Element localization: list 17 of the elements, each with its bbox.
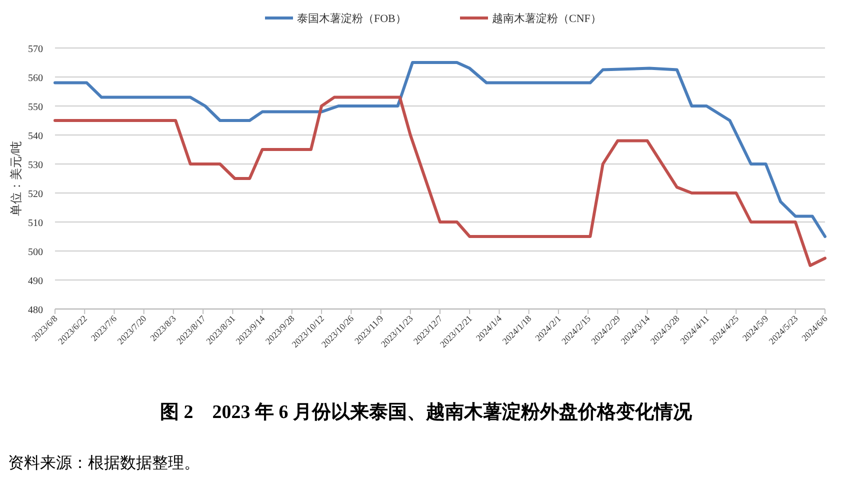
y-tick-label: 480 bbox=[28, 305, 43, 316]
y-tick-label: 520 bbox=[28, 189, 43, 200]
y-tick-label: 550 bbox=[28, 102, 43, 113]
y-tick-label: 540 bbox=[28, 131, 43, 142]
legend-label: 越南木薯淀粉（CNF） bbox=[492, 12, 602, 25]
text: 资料来源：根据数据整理。 bbox=[8, 454, 200, 472]
line-series bbox=[54, 96, 826, 267]
y-tick-label: 570 bbox=[28, 44, 43, 55]
y-axis-title: 单位：美元/吨 bbox=[9, 140, 23, 216]
y-tick-label: 530 bbox=[28, 160, 43, 171]
text: 图 2 2023 年 6 月份以来泰国、越南木薯淀粉外盘价格变化情况 bbox=[160, 401, 693, 423]
y-tick-label: 510 bbox=[28, 218, 43, 229]
y-tick-label: 560 bbox=[28, 73, 43, 84]
line-series bbox=[54, 61, 826, 238]
y-tick-label: 490 bbox=[28, 276, 43, 287]
y-tick-label: 500 bbox=[28, 247, 43, 258]
legend-label: 泰国木薯淀粉（FOB） bbox=[297, 12, 406, 25]
